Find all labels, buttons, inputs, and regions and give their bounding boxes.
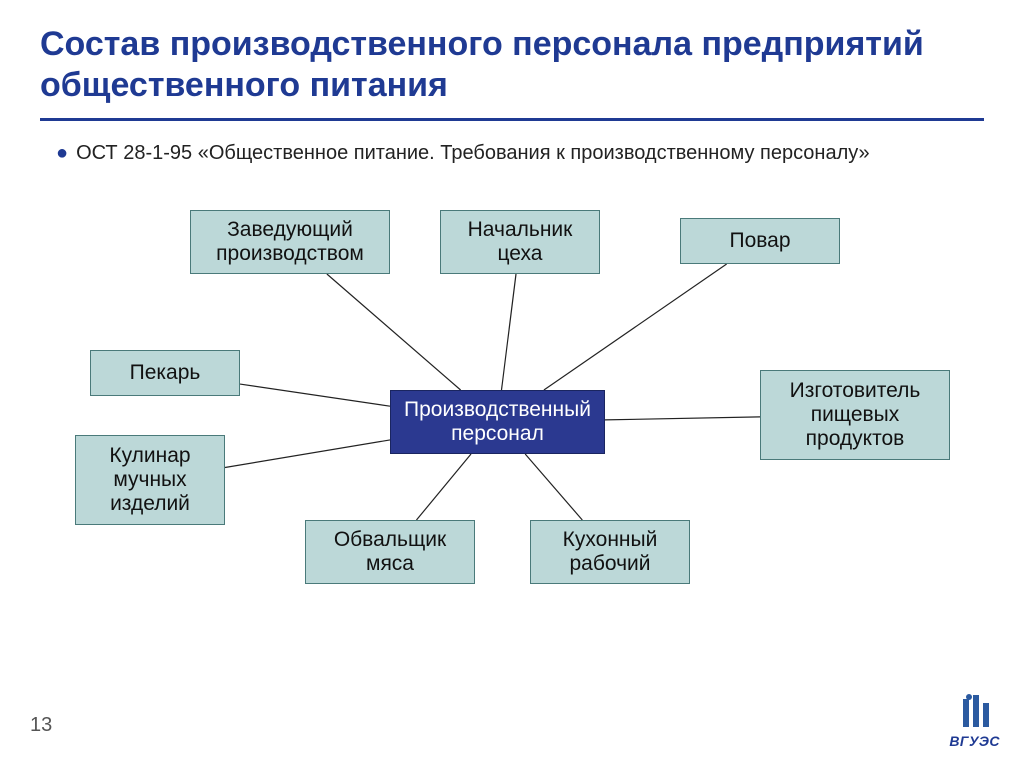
edge xyxy=(327,274,461,390)
logo-icon xyxy=(957,691,993,731)
slide-number: 13 xyxy=(30,714,52,737)
bullet-text: ОСТ 28-1-95 «Общественное питание. Требо… xyxy=(56,140,984,166)
node-n7: Обвальщик мяса xyxy=(305,520,475,584)
node-n6: Кулинар мучных изделий xyxy=(75,435,225,525)
node-n8: Кухонный рабочий xyxy=(530,520,690,584)
node-n5: Изготовитель пищевых продуктов xyxy=(760,370,950,460)
node-n2: Начальник цеха xyxy=(440,210,600,274)
edge xyxy=(544,264,727,390)
logo-text: ВГУЭС xyxy=(949,733,1000,749)
node-n3: Повар xyxy=(680,218,840,264)
node-n1: Заведующий производством xyxy=(190,210,390,274)
edge xyxy=(502,274,517,390)
node-n4: Пекарь xyxy=(90,350,240,396)
edge xyxy=(525,454,582,520)
edge xyxy=(240,384,390,406)
edge xyxy=(225,440,390,468)
logo: ВГУЭС xyxy=(949,691,1000,749)
edge xyxy=(605,417,760,420)
slide-title: Состав производственного персонала предп… xyxy=(0,0,1024,118)
diagram-container: Производственный персонал Заведующий прои… xyxy=(0,200,1024,670)
center-node: Производственный персонал xyxy=(390,390,605,454)
edge xyxy=(416,454,471,520)
title-underline xyxy=(40,118,984,121)
